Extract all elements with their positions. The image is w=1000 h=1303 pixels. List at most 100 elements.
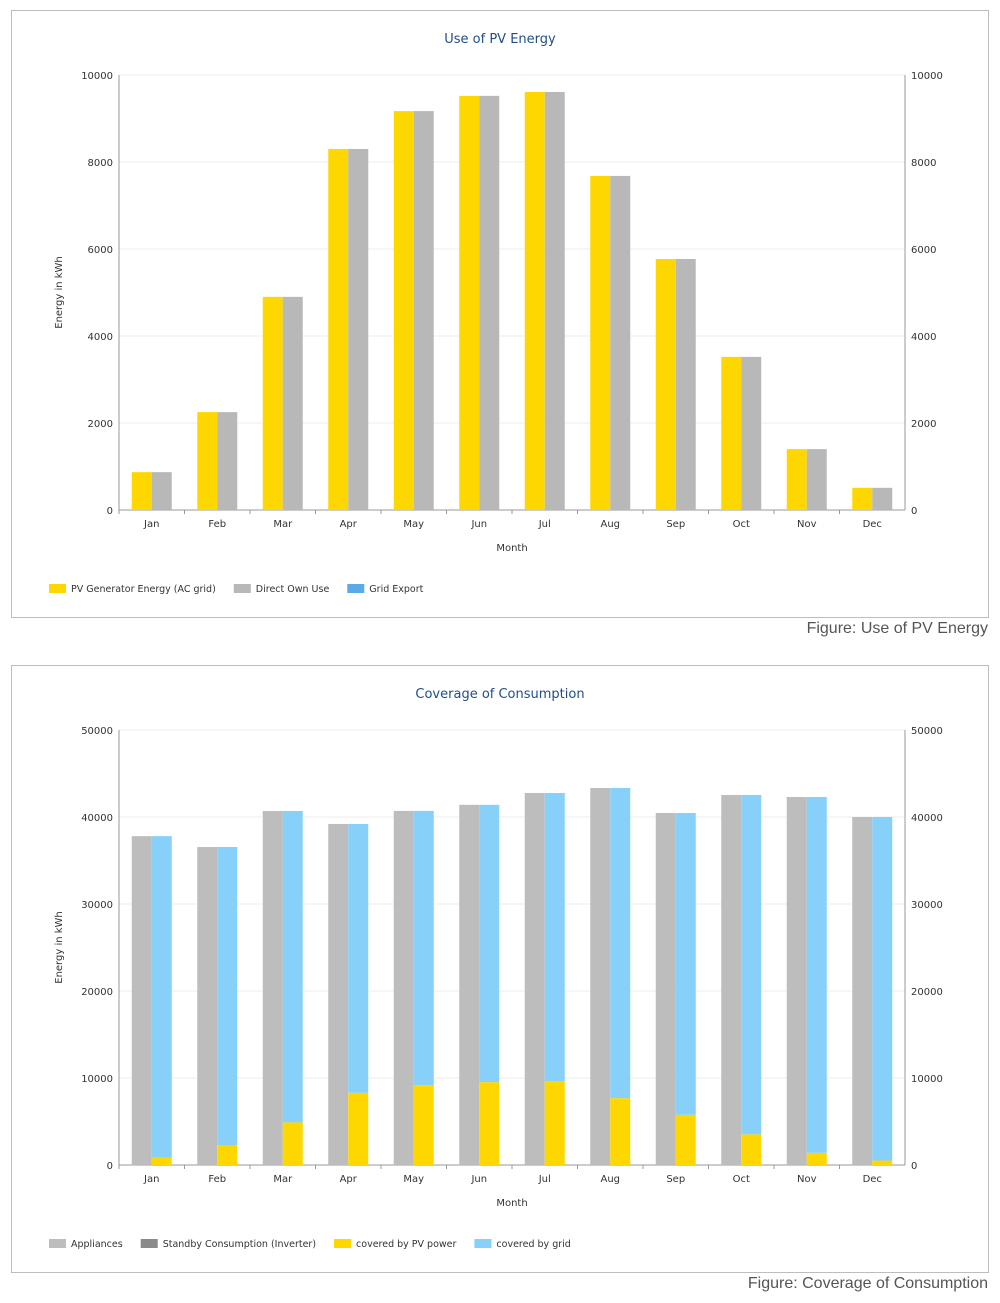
bar-covered-by-pv: [675, 1114, 696, 1165]
x-tick-label: Dec: [863, 1174, 882, 1185]
x-tick-label: Feb: [208, 1174, 226, 1185]
legend-item: Standby Consumption (Inverter): [163, 1239, 316, 1250]
legend-item: covered by grid: [496, 1239, 570, 1250]
bar-pv-generator: [786, 449, 807, 510]
x-tick-label: Jul: [538, 1174, 551, 1185]
x-tick-label: Aug: [600, 519, 620, 530]
chart-coverage: Coverage of Consumption 0 0 10000 10000 20000…: [49, 687, 943, 1250]
bar-covered-by-grid: [282, 810, 303, 1123]
x-tick-label: Oct: [733, 1174, 750, 1185]
x-tick-label: Jun: [470, 519, 487, 530]
chart-pv-energy: Use of PV Energy 0 0 2000 2000 4000 4000 6000 60…: [49, 32, 943, 595]
y-axis-label: Energy in kWh: [54, 911, 65, 984]
bar-pv-generator: [262, 296, 283, 510]
bar-appliances: [524, 792, 545, 1165]
chart-title: Use of PV Energy: [444, 32, 556, 47]
legend-item: Appliances: [71, 1239, 123, 1250]
x-tick-label: May: [403, 1174, 424, 1185]
legend-swatch: [474, 1239, 492, 1248]
y-tick-label-right: 4000: [911, 332, 936, 343]
x-tick-label: Jun: [470, 1174, 487, 1185]
bar-direct-own-use: [348, 148, 369, 510]
legend-item: covered by PV power: [356, 1239, 456, 1250]
bar-appliances: [197, 847, 218, 1165]
x-tick-label: Apr: [340, 519, 358, 530]
x-tick-label: Nov: [797, 1174, 817, 1185]
bar-covered-by-grid: [479, 804, 500, 1083]
bar-covered-by-grid: [741, 794, 762, 1135]
bar-direct-own-use: [610, 175, 631, 511]
legend-swatch: [140, 1239, 158, 1248]
bar-covered-by-pv: [217, 1145, 238, 1165]
bar-direct-own-use: [413, 111, 434, 510]
x-tick-label: Dec: [863, 519, 882, 530]
bar-covered-by-pv: [413, 1085, 434, 1165]
bar-covered-by-pv: [544, 1081, 565, 1165]
chart-panel-pv-energy: Use of PV Energy 0 0 2000 2000 4000 4000 6000 60…: [11, 10, 989, 618]
bar-covered-by-pv: [872, 1160, 893, 1165]
bar-pv-generator: [197, 412, 218, 510]
legend-swatch: [49, 584, 66, 593]
y-tick-label-left: 2000: [88, 419, 113, 430]
y-tick-label-left: 10000: [81, 1074, 113, 1085]
bar-covered-by-grid: [413, 810, 434, 1086]
legend-swatch: [334, 1239, 352, 1248]
bar-covered-by-pv: [348, 1092, 369, 1165]
y-tick-label-right: 20000: [911, 987, 943, 998]
x-tick-label: Apr: [340, 1174, 358, 1185]
x-tick-label: May: [403, 519, 424, 530]
bar-appliances: [655, 812, 676, 1165]
y-tick-label-left: 4000: [88, 332, 113, 343]
bar-pv-generator: [524, 91, 545, 510]
bar-covered-by-pv: [610, 1098, 631, 1165]
bar-direct-own-use: [282, 296, 303, 510]
y-tick-label-right: 10000: [911, 71, 943, 82]
y-tick-label-right: 30000: [911, 900, 943, 911]
y-tick-label-right: 6000: [911, 245, 936, 256]
bar-appliances: [852, 817, 873, 1165]
y-tick-label-left: 0: [107, 506, 113, 517]
x-axis-label: Month: [496, 1198, 527, 1209]
bar-direct-own-use: [872, 487, 893, 510]
bar-covered-by-grid: [217, 847, 238, 1146]
bar-direct-own-use: [806, 449, 827, 510]
y-tick-label-right: 0: [911, 506, 917, 517]
bar-pv-generator: [131, 472, 152, 510]
bar-covered-by-grid: [151, 836, 172, 1158]
bar-covered-by-grid: [544, 792, 565, 1082]
chart-title: Coverage of Consumption: [415, 687, 584, 702]
bar-direct-own-use: [675, 259, 696, 510]
legend-swatch: [347, 584, 365, 593]
bar-pv-generator: [590, 175, 611, 511]
y-tick-label-right: 2000: [911, 419, 936, 430]
legend-swatch: [49, 1239, 66, 1248]
x-tick-label: Oct: [733, 519, 750, 530]
bar-appliances: [393, 810, 414, 1165]
bar-covered-by-pv: [151, 1157, 172, 1165]
bar-pv-generator: [328, 148, 349, 510]
y-tick-label-right: 40000: [911, 813, 943, 824]
y-axis-label: Energy in kWh: [54, 256, 65, 329]
y-tick-label-left: 8000: [88, 158, 113, 169]
y-tick-label-right: 50000: [911, 726, 943, 737]
bar-covered-by-grid: [348, 823, 369, 1093]
y-tick-label-right: 0: [911, 1161, 917, 1172]
x-tick-label: Mar: [273, 1174, 293, 1185]
bar-direct-own-use: [741, 356, 762, 510]
legend-item: Grid Export: [369, 584, 423, 595]
bar-direct-own-use: [217, 412, 238, 510]
bar-appliances: [262, 810, 283, 1165]
legend-swatch: [233, 584, 251, 593]
x-tick-label: Sep: [666, 1174, 685, 1185]
bar-appliances: [590, 788, 611, 1165]
y-tick-label-right: 8000: [911, 158, 936, 169]
x-tick-label: Mar: [273, 519, 293, 530]
bar-direct-own-use: [544, 91, 565, 510]
y-tick-label-left: 20000: [81, 987, 113, 998]
bar-appliances: [328, 823, 349, 1165]
bar-pv-generator: [459, 95, 480, 510]
bar-appliances: [721, 794, 742, 1165]
caption-pv-energy: Figure: Use of PV Energy: [806, 620, 988, 637]
y-tick-label-left: 40000: [81, 813, 113, 824]
bar-pv-generator: [721, 356, 742, 510]
